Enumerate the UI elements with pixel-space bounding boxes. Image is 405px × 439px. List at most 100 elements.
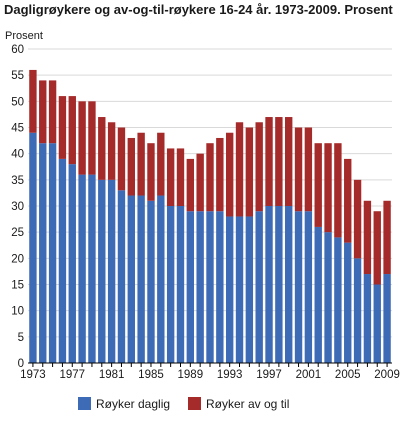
x-tick-label: 1997 [256,369,282,381]
bar-occasional [147,143,155,201]
bar-occasional [98,117,106,180]
bar-occasional [137,132,145,196]
x-tick-label: 1973 [20,369,46,381]
bar-daily [353,258,362,363]
bar-daily [196,211,204,363]
bar-daily [373,284,381,363]
axes: 0 5 10 15 20 25 30 35 40 45 50 55 60 1973 1977 1981 1985… [11,44,400,381]
bar-occasional [127,137,135,196]
bar-occasional [29,69,37,133]
bar-daily [137,195,145,363]
bar-daily [98,179,106,363]
bar-daily [48,143,57,363]
bar-daily [344,242,352,363]
bar-daily [157,195,165,363]
bar-daily [68,164,76,363]
bar-occasional [166,148,175,206]
bar-occasional [68,96,76,165]
bar-daily [127,195,135,363]
y-tick-label: 5 [18,332,24,344]
y-axis-label: Prosent [5,30,43,42]
bar-occasional [275,117,283,206]
bar-daily [78,174,86,363]
bar-occasional [245,127,254,217]
bar-occasional [235,122,244,217]
y-tick-label: 45 [11,123,24,135]
bar-daily [88,174,96,363]
bar-occasional [117,127,126,191]
bar-occasional [265,117,273,206]
bar-occasional [255,122,263,212]
bar-occasional [285,117,293,206]
bar-occasional [344,158,352,243]
bar-occasional [294,127,303,212]
y-tick-label: 10 [11,306,24,318]
y-tick-label: 40 [11,149,24,161]
bar-daily [294,211,303,363]
x-tick-label: 1985 [138,369,164,381]
y-tick-label: 35 [11,175,24,187]
x-tick-label: 2009 [374,369,400,381]
bar-occasional [334,143,342,238]
y-tick-label: 20 [11,253,24,265]
bar-daily [186,211,195,363]
bar-occasional [88,101,96,175]
x-tick-label: 2001 [296,369,322,381]
bar-daily [304,211,313,363]
bar-occasional [304,127,313,212]
bar-occasional [39,80,47,144]
bar-daily [255,211,263,363]
bar-daily [29,132,37,363]
bar-occasional [324,143,332,233]
bar-daily [176,206,185,363]
bar-occasional [383,200,391,275]
y-tick-label: 55 [11,70,24,82]
bar-occasional [78,101,86,175]
bar-daily [383,274,391,363]
y-tick-label: 60 [11,44,24,56]
y-tick-label: 30 [11,201,24,213]
bar-occasional [157,132,165,196]
bar-daily [363,274,372,363]
y-tick-label: 50 [11,96,24,108]
bar-daily [334,237,342,363]
bar-daily [166,206,175,363]
bar-occasional [186,158,195,212]
bar-occasional [196,153,204,212]
x-tick-label: 1993 [217,369,243,381]
x-tick-label: 1981 [99,369,125,381]
legend-swatch [78,397,91,410]
bar-daily [147,200,155,363]
bar-occasional [225,132,234,217]
bar-occasional [373,211,381,285]
bar-daily [285,206,293,363]
bar-daily [275,206,283,363]
x-tick-label: 2005 [335,369,361,381]
bar-daily [39,143,47,363]
legend-label: Røyker daglig [96,397,170,411]
bar-daily [58,158,67,363]
bar-occasional [353,179,362,259]
y-tick-label: 25 [11,227,24,239]
bar-occasional [206,143,214,212]
x-tick-label: 1989 [178,369,204,381]
bar-daily [225,216,234,363]
bar-occasional [363,200,372,275]
bar-daily [206,211,214,363]
bars [29,69,391,363]
x-tick-label: 1977 [59,369,85,381]
bar-occasional [58,96,67,159]
bar-daily [107,179,116,363]
bar-daily [324,232,332,363]
chart-title: Dagligrøykere og av-og-til-røykere 16-24… [4,2,393,17]
bar-occasional [314,143,322,227]
bar-occasional [48,80,57,144]
bar-daily [235,216,244,363]
y-tick-label: 15 [11,280,24,292]
y-tick-label: 0 [18,358,24,370]
bar-daily [117,190,126,363]
legend-swatch [188,397,201,410]
legend: Røyker daglig Røyker av og til [78,397,289,411]
bar-occasional [107,122,116,180]
